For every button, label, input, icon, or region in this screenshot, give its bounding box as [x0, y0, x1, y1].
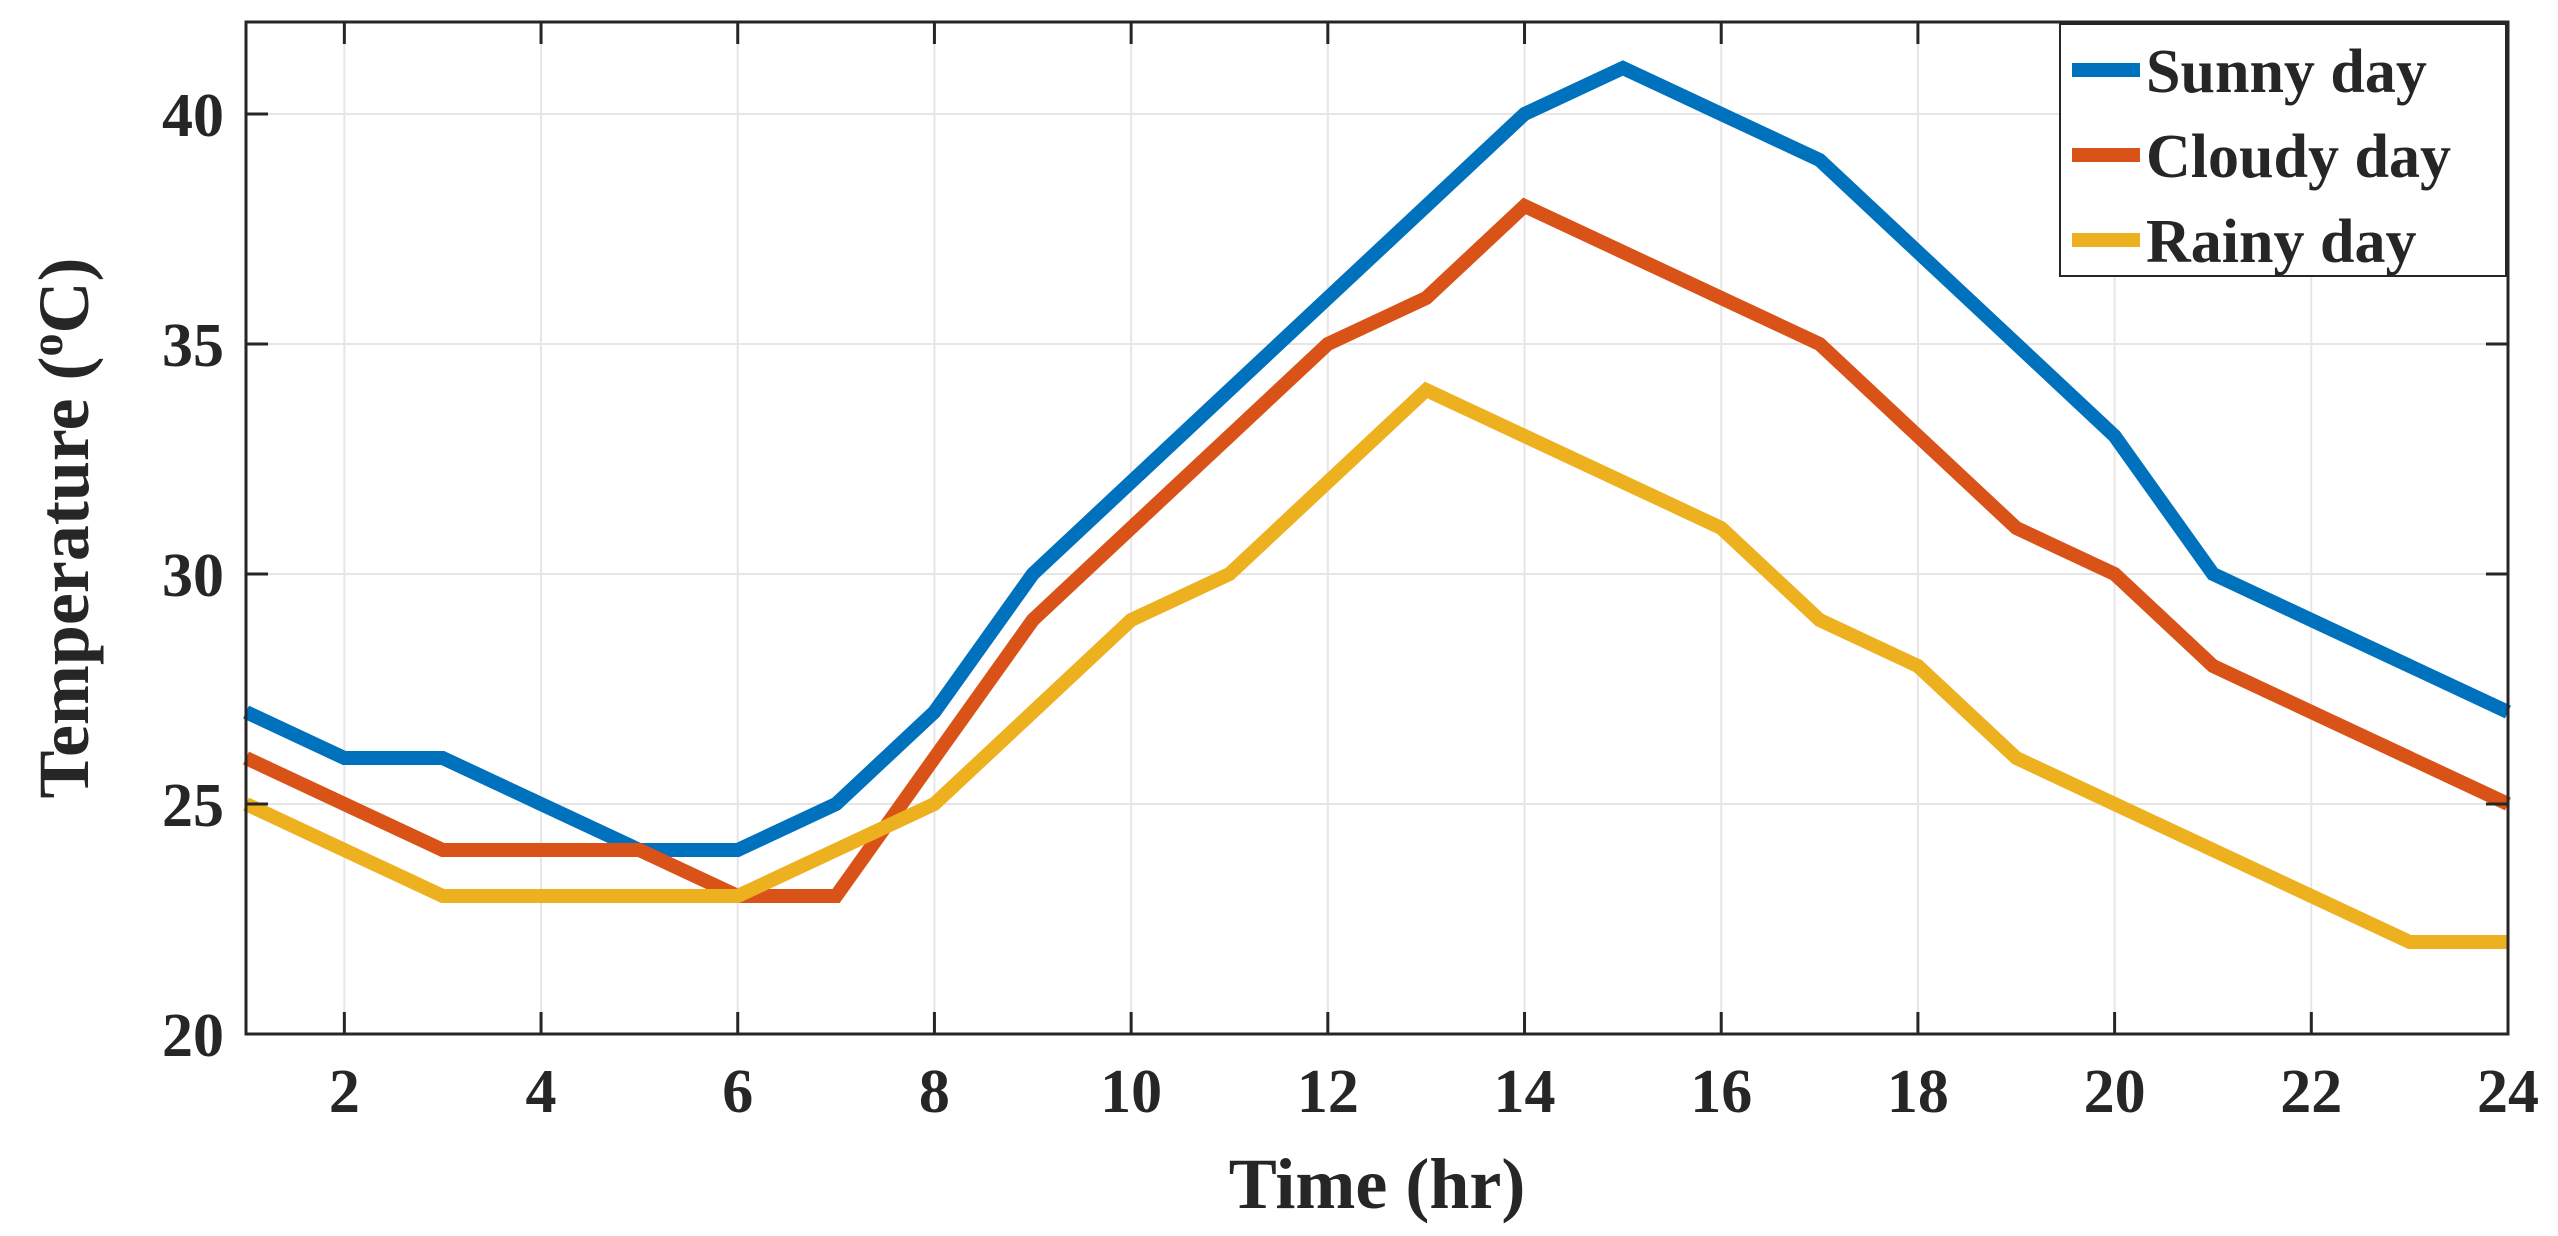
y-axis-label: Temperature (oC) [21, 258, 104, 799]
axis-ticks [246, 22, 2510, 1036]
legend-label: Rainy day [2146, 208, 2416, 276]
legend-label: Cloudy day [2146, 123, 2451, 191]
y-tick-labels: 20 25 30 35 40 [162, 82, 224, 1070]
x-tick-label: 6 [722, 1058, 753, 1126]
x-tick-labels: 2 4 6 8 10 12 14 16 18 20 22 24 [329, 1058, 2539, 1126]
y-tick-label: 40 [162, 82, 224, 150]
x-tick-label: 10 [1100, 1058, 1162, 1126]
y-tick-label: 20 [162, 1002, 224, 1070]
plot-area-frame [244, 20, 2510, 1036]
x-tick-label: 18 [1887, 1058, 1949, 1126]
y-tick-label: 25 [162, 772, 224, 840]
series-line-3 [243, 381, 2508, 949]
series-line-1 [243, 60, 2511, 857]
x-tick-label: 20 [2084, 1058, 2146, 1126]
grid-lines [246, 22, 2509, 1035]
x-tick-label: 2 [329, 1058, 360, 1126]
x-tick-label: 24 [2477, 1058, 2539, 1126]
y-axis-label-suffix: C) [24, 258, 104, 334]
y-axis-label-superscript: o [21, 334, 72, 357]
x-tick-label: 22 [2280, 1058, 2342, 1126]
x-axis-label: Time (hr) [1229, 1144, 1526, 1224]
x-tick-label: 12 [1297, 1058, 1359, 1126]
x-tick-label: 4 [526, 1058, 557, 1126]
legend: Sunny day Cloudy day Rainy day [2059, 23, 2507, 277]
x-tick-label: 8 [919, 1058, 950, 1126]
y-tick-label: 30 [162, 542, 224, 610]
y-tick-label: 35 [162, 312, 224, 380]
series-line-2 [243, 197, 2511, 903]
series-lines [243, 60, 2511, 949]
legend-label: Sunny day [2146, 38, 2427, 106]
y-axis-label-prefix: Temperature ( [24, 357, 104, 799]
x-tick-label: 14 [1494, 1058, 1556, 1126]
x-tick-label: 16 [1690, 1058, 1752, 1126]
